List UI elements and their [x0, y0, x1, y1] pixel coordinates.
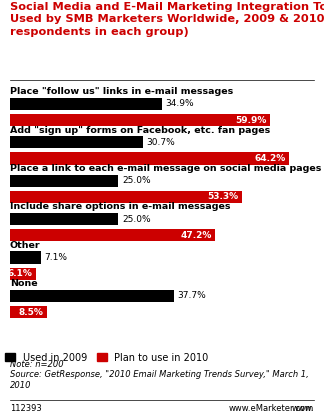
- Bar: [10, 98, 162, 110]
- Text: 34.9%: 34.9%: [165, 99, 194, 109]
- Text: 112393: 112393: [10, 404, 41, 413]
- Text: 37.7%: 37.7%: [177, 292, 206, 300]
- Bar: [10, 251, 40, 264]
- Text: Add "sign up" forms on Facebook, etc. fan pages: Add "sign up" forms on Facebook, etc. fa…: [10, 126, 270, 135]
- Bar: [10, 114, 270, 126]
- Bar: [10, 290, 174, 302]
- Bar: [10, 306, 47, 318]
- Text: 53.3%: 53.3%: [207, 192, 238, 201]
- Text: 64.2%: 64.2%: [254, 154, 285, 163]
- Bar: [10, 191, 242, 203]
- Text: 47.2%: 47.2%: [180, 231, 212, 240]
- Bar: [10, 136, 143, 149]
- Bar: [10, 267, 36, 280]
- Bar: [10, 229, 215, 241]
- Text: Social Media and E-Mail Marketing Integration Tools
Used by SMB Marketers Worldw: Social Media and E-Mail Marketing Integr…: [10, 2, 324, 37]
- Legend: Used in 2009, Plan to use in 2010: Used in 2009, Plan to use in 2010: [6, 353, 209, 363]
- Text: Place a link to each e-mail message on social media pages: Place a link to each e-mail message on s…: [10, 164, 321, 173]
- Bar: [10, 152, 289, 165]
- Text: 6.1%: 6.1%: [8, 269, 33, 278]
- Text: 25.0%: 25.0%: [122, 176, 151, 185]
- Text: 7.1%: 7.1%: [44, 253, 67, 262]
- Text: Place "follow us" links in e-mail messages: Place "follow us" links in e-mail messag…: [10, 87, 233, 96]
- Bar: [10, 213, 119, 225]
- Text: 30.7%: 30.7%: [147, 138, 176, 147]
- Text: Note: n=200
Source: GetResponse, "2010 Email Marketing Trends Survey," March 1,
: Note: n=200 Source: GetResponse, "2010 E…: [10, 360, 308, 390]
- Text: www.: www.: [292, 404, 314, 413]
- Text: Other: Other: [10, 241, 40, 250]
- Bar: [10, 175, 119, 187]
- Text: 25.0%: 25.0%: [122, 215, 151, 224]
- Text: 8.5%: 8.5%: [18, 307, 43, 317]
- Text: Include share options in e-mail messages: Include share options in e-mail messages: [10, 203, 230, 211]
- Text: www.eMarketer.com: www.eMarketer.com: [229, 404, 314, 413]
- Text: 59.9%: 59.9%: [236, 116, 267, 124]
- Text: None: None: [10, 279, 37, 288]
